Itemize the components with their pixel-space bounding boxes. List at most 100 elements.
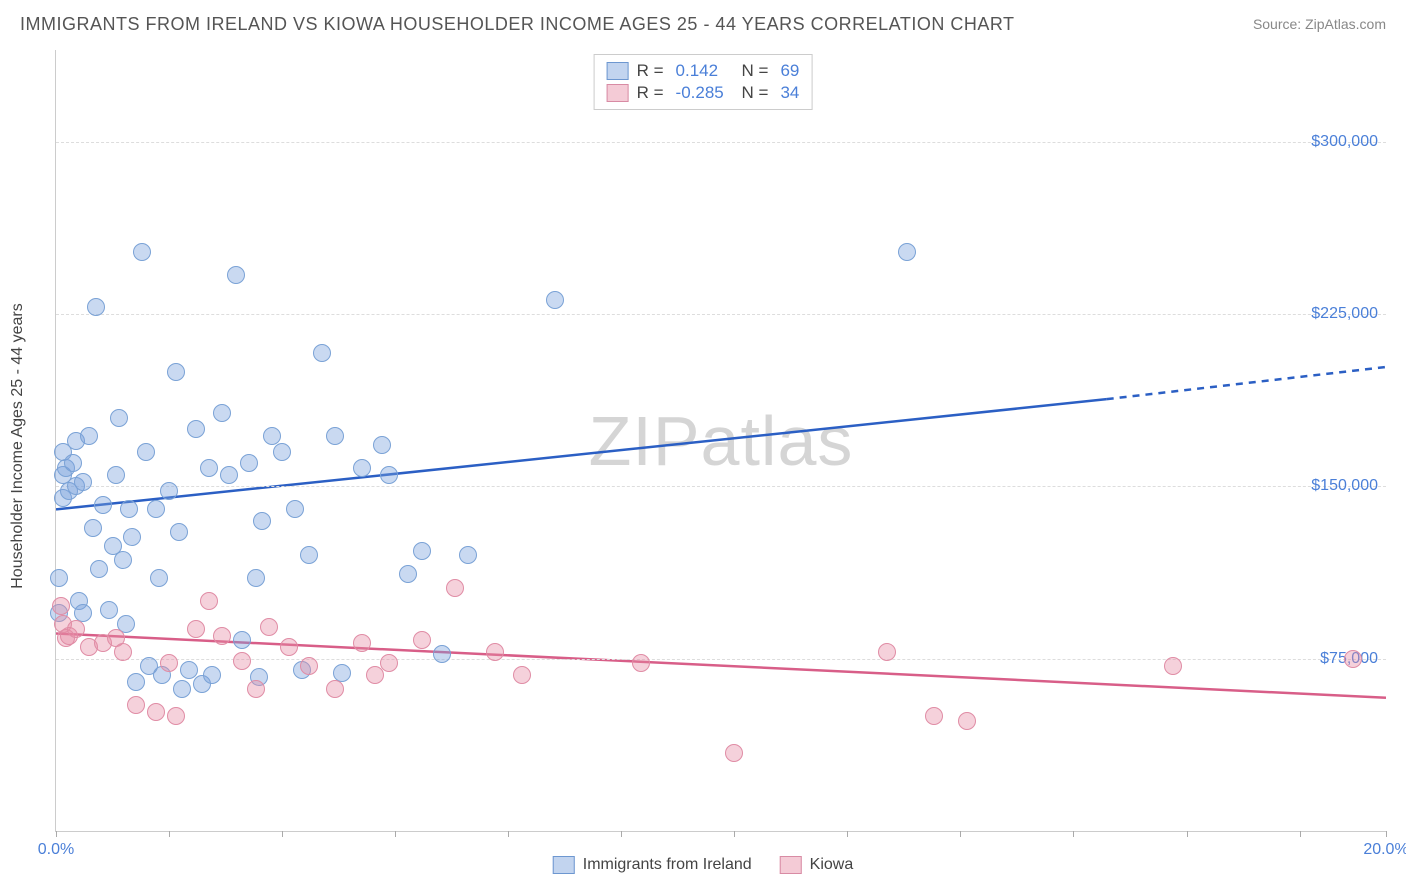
data-point xyxy=(170,523,188,541)
x-tick xyxy=(621,831,622,837)
r-value: 0.142 xyxy=(676,61,734,81)
n-value: 34 xyxy=(780,83,799,103)
data-point xyxy=(263,427,281,445)
data-point xyxy=(413,631,431,649)
data-point xyxy=(80,427,98,445)
x-tick-label: 0.0% xyxy=(38,841,74,859)
data-point xyxy=(167,363,185,381)
data-point xyxy=(187,420,205,438)
data-point xyxy=(280,638,298,656)
x-tick xyxy=(1187,831,1188,837)
grid-line xyxy=(56,314,1386,315)
r-value: -0.285 xyxy=(676,83,734,103)
data-point xyxy=(64,454,82,472)
data-point xyxy=(160,482,178,500)
trend-line-dash xyxy=(1107,367,1386,399)
x-tick xyxy=(282,831,283,837)
x-tick xyxy=(169,831,170,837)
data-point xyxy=(233,631,251,649)
data-point xyxy=(187,620,205,638)
x-tick xyxy=(508,831,509,837)
data-point xyxy=(898,243,916,261)
data-point xyxy=(260,618,278,636)
data-point xyxy=(373,436,391,454)
data-point xyxy=(546,291,564,309)
data-point xyxy=(380,654,398,672)
r-label: R = xyxy=(637,61,664,81)
trend-lines xyxy=(56,50,1386,831)
data-point xyxy=(240,454,258,472)
y-tick-label: $300,000 xyxy=(1311,133,1378,151)
data-point xyxy=(433,645,451,663)
data-point xyxy=(446,579,464,597)
source-label: Source: ZipAtlas.com xyxy=(1253,16,1386,32)
data-point xyxy=(90,560,108,578)
data-point xyxy=(513,666,531,684)
data-point xyxy=(137,443,155,461)
data-point xyxy=(200,592,218,610)
data-point xyxy=(127,696,145,714)
n-label: N = xyxy=(742,61,769,81)
data-point xyxy=(300,546,318,564)
n-label: N = xyxy=(742,83,769,103)
data-point xyxy=(167,707,185,725)
data-point xyxy=(925,707,943,725)
data-point xyxy=(120,500,138,518)
series-label: Kiowa xyxy=(810,856,854,874)
data-point xyxy=(114,551,132,569)
n-value: 69 xyxy=(780,61,799,81)
data-point xyxy=(413,542,431,560)
data-point xyxy=(313,344,331,362)
data-point xyxy=(247,569,265,587)
plot-area: ZIPatlas $75,000$150,000$225,000$300,000… xyxy=(55,50,1386,832)
data-point xyxy=(160,654,178,672)
y-tick-label: $150,000 xyxy=(1311,477,1378,495)
y-axis-label: Householder Income Ages 25 - 44 years xyxy=(9,303,27,589)
correlation-legend-row: R = -0.285 N = 34 xyxy=(607,83,800,103)
data-point xyxy=(632,654,650,672)
legend-swatch xyxy=(553,856,575,874)
data-point xyxy=(1344,650,1362,668)
data-point xyxy=(253,512,271,530)
watermark: ZIPatlas xyxy=(589,401,854,481)
data-point xyxy=(725,744,743,762)
x-tick xyxy=(734,831,735,837)
data-point xyxy=(150,569,168,587)
data-point xyxy=(380,466,398,484)
data-point xyxy=(1164,657,1182,675)
data-point xyxy=(233,652,251,670)
series-legend: Immigrants from Ireland Kiowa xyxy=(553,856,854,874)
grid-line xyxy=(56,486,1386,487)
x-tick xyxy=(960,831,961,837)
chart-container: IMMIGRANTS FROM IRELAND VS KIOWA HOUSEHO… xyxy=(0,0,1406,892)
x-tick-label: 20.0% xyxy=(1363,841,1406,859)
x-tick xyxy=(1386,831,1387,837)
data-point xyxy=(326,427,344,445)
series-label: Immigrants from Ireland xyxy=(583,856,752,874)
data-point xyxy=(399,565,417,583)
data-point xyxy=(878,643,896,661)
data-point xyxy=(326,680,344,698)
data-point xyxy=(123,528,141,546)
correlation-legend-row: R = 0.142 N = 69 xyxy=(607,61,800,81)
grid-line xyxy=(56,142,1386,143)
legend-swatch xyxy=(607,62,629,80)
data-point xyxy=(353,634,371,652)
chart-title: IMMIGRANTS FROM IRELAND VS KIOWA HOUSEHO… xyxy=(20,14,1015,35)
data-point xyxy=(459,546,477,564)
data-point xyxy=(300,657,318,675)
data-point xyxy=(147,500,165,518)
data-point xyxy=(114,643,132,661)
legend-swatch xyxy=(780,856,802,874)
data-point xyxy=(67,620,85,638)
data-point xyxy=(52,597,70,615)
data-point xyxy=(286,500,304,518)
data-point xyxy=(200,459,218,477)
x-tick xyxy=(1073,831,1074,837)
x-tick xyxy=(56,831,57,837)
data-point xyxy=(74,473,92,491)
data-point xyxy=(203,666,221,684)
data-point xyxy=(100,601,118,619)
data-point xyxy=(213,404,231,422)
data-point xyxy=(353,459,371,477)
